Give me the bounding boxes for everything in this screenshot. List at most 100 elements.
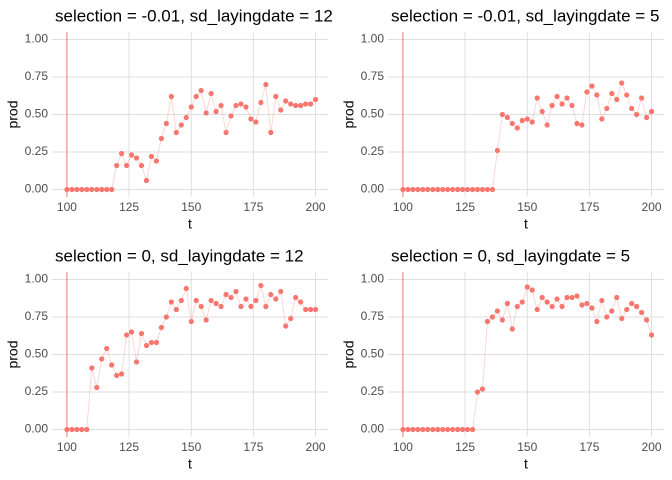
point xyxy=(258,99,264,106)
point xyxy=(138,330,145,337)
point xyxy=(79,426,85,433)
x-axis-title: t xyxy=(524,216,528,232)
point xyxy=(74,186,80,193)
point xyxy=(148,339,155,346)
point xyxy=(564,294,570,301)
point xyxy=(163,314,169,320)
x-tick-label: 175 xyxy=(243,440,263,454)
x-tick-label: 100 xyxy=(57,440,77,454)
point xyxy=(455,186,461,193)
x-tick-label: 200 xyxy=(642,440,662,454)
point xyxy=(123,162,130,169)
y-tick-label: 0.00 xyxy=(25,422,49,436)
point xyxy=(114,372,120,379)
point xyxy=(549,303,555,310)
point xyxy=(609,90,615,97)
point xyxy=(589,305,595,311)
point xyxy=(559,101,565,107)
y-tick-label: 0.00 xyxy=(361,422,385,436)
point xyxy=(223,291,229,298)
point xyxy=(415,426,421,433)
y-axis-title: prod xyxy=(5,340,21,368)
point xyxy=(268,129,274,136)
point xyxy=(268,291,274,298)
point xyxy=(455,426,461,433)
point xyxy=(69,426,75,433)
x-tick-label: 150 xyxy=(517,440,537,454)
y-axis-title: prod xyxy=(341,100,357,128)
point xyxy=(420,186,426,193)
x-axis-title: t xyxy=(524,456,528,472)
x-tick-label: 175 xyxy=(579,200,599,214)
point xyxy=(243,296,249,302)
point xyxy=(109,186,115,193)
point xyxy=(183,285,189,292)
point xyxy=(138,162,145,169)
point xyxy=(263,303,269,310)
point xyxy=(99,356,105,362)
point xyxy=(89,186,95,193)
point xyxy=(203,317,209,323)
point xyxy=(469,186,476,193)
y-tick-label: 0.50 xyxy=(361,347,385,361)
panel: selection = -0.01, sd_layingdate = 5 0.00… xyxy=(341,6,664,232)
point xyxy=(168,93,174,100)
y-tick-label: 1.00 xyxy=(25,32,49,46)
point xyxy=(128,152,135,158)
point xyxy=(133,155,140,161)
point xyxy=(312,96,319,103)
point xyxy=(529,119,535,125)
point xyxy=(233,288,239,295)
point xyxy=(198,87,204,94)
point xyxy=(233,102,239,109)
y-tick-label: 1.00 xyxy=(361,32,385,46)
point xyxy=(629,105,635,112)
panel: selection = -0.01, sd_layingdate = 12 0.0… xyxy=(5,6,333,232)
point xyxy=(94,384,100,391)
point xyxy=(148,153,155,160)
point xyxy=(228,294,234,301)
y-tick-label: 0.75 xyxy=(25,69,49,83)
point xyxy=(514,125,520,131)
point xyxy=(559,303,565,310)
point xyxy=(258,282,264,289)
point xyxy=(298,299,304,305)
point xyxy=(425,186,431,193)
point xyxy=(584,89,590,95)
x-axis-title: t xyxy=(188,216,192,232)
point xyxy=(474,389,481,395)
point xyxy=(629,300,635,307)
point xyxy=(94,186,100,193)
point xyxy=(298,102,304,109)
point xyxy=(405,426,411,433)
point xyxy=(400,426,406,433)
y-tick-label: 0.50 xyxy=(25,347,49,361)
point xyxy=(158,324,165,331)
point xyxy=(554,93,560,100)
point xyxy=(158,135,165,142)
point xyxy=(474,186,481,193)
point xyxy=(283,323,289,329)
point xyxy=(243,104,249,110)
point xyxy=(114,162,120,169)
point xyxy=(193,93,199,100)
x-tick-label: 200 xyxy=(306,200,326,214)
y-tick-label: 1.00 xyxy=(361,272,385,286)
point xyxy=(519,117,525,124)
point xyxy=(223,129,229,136)
y-tick-label: 0.25 xyxy=(361,384,385,398)
point xyxy=(415,186,421,193)
point xyxy=(554,296,560,302)
point xyxy=(445,186,451,193)
point xyxy=(579,302,585,308)
point xyxy=(64,426,70,433)
point xyxy=(123,332,130,338)
point xyxy=(153,158,160,164)
point xyxy=(178,297,184,304)
point xyxy=(307,306,314,313)
point xyxy=(213,108,219,115)
x-tick-label: 100 xyxy=(393,200,413,214)
point xyxy=(643,114,650,121)
point xyxy=(218,303,224,310)
